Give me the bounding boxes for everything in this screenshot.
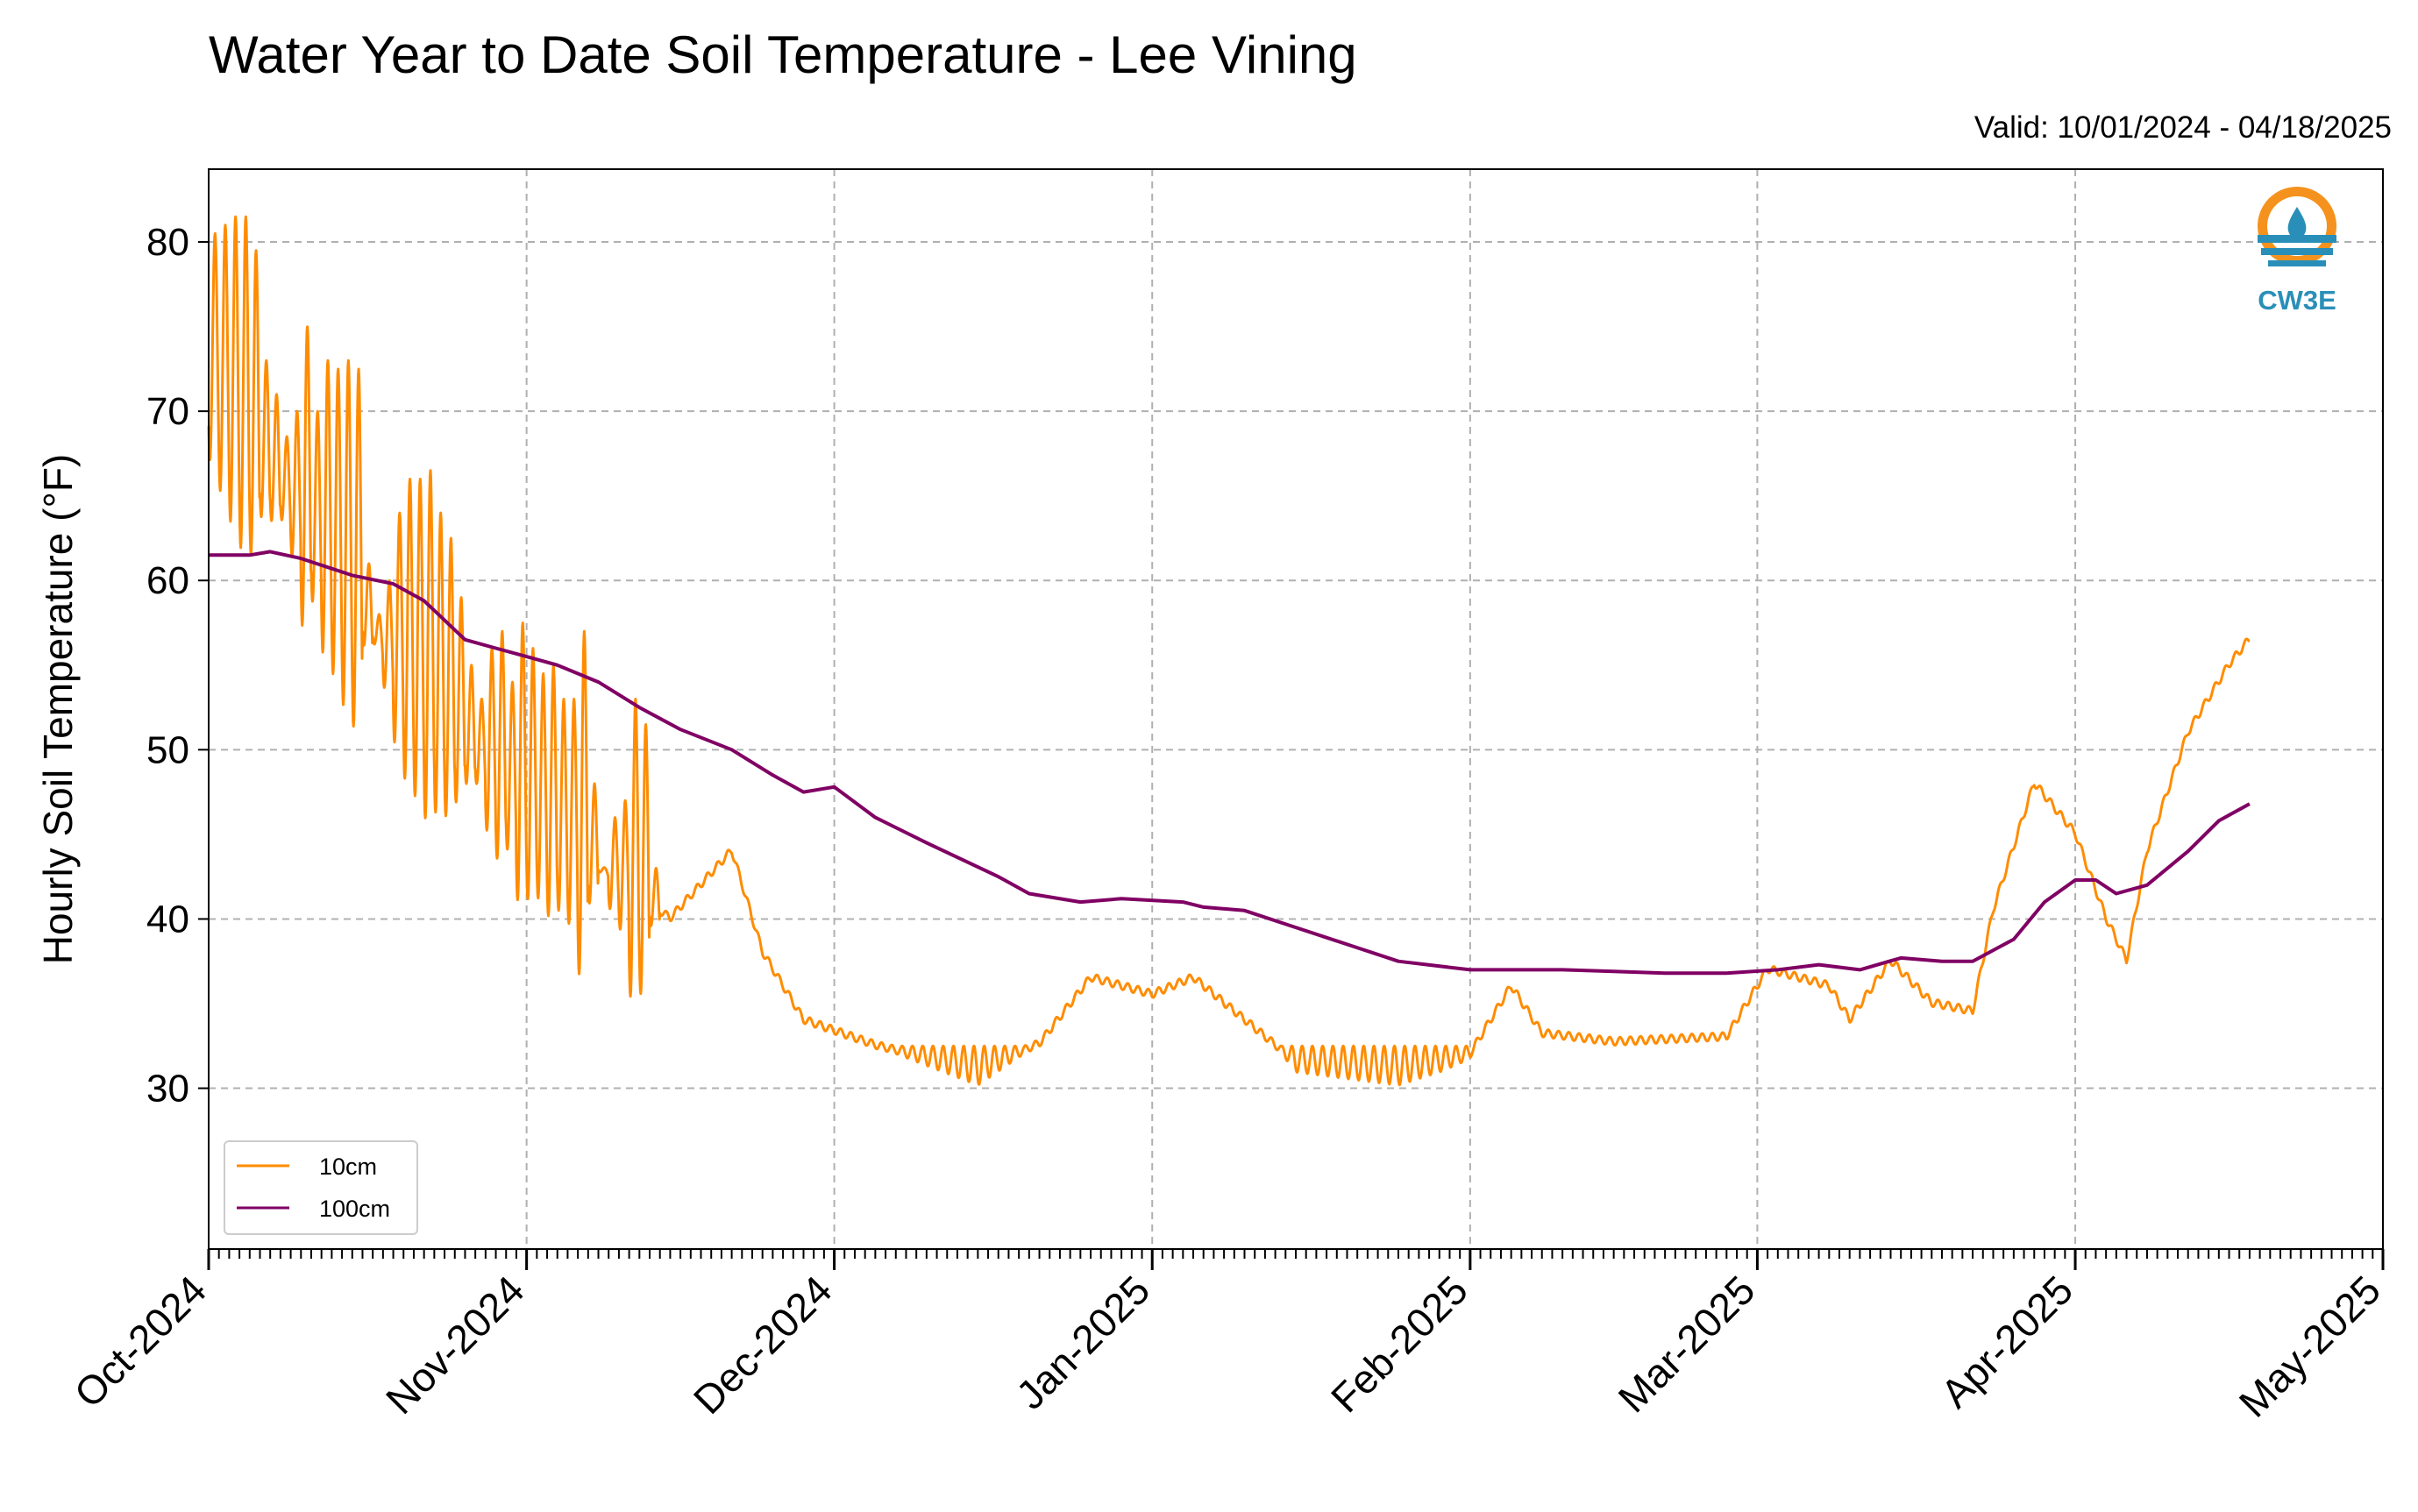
series-lines xyxy=(207,215,2251,1087)
y-tick-label: 70 xyxy=(146,390,189,433)
legend: 10cm 100cm xyxy=(224,1140,418,1235)
valid-date-range: Valid: 10/01/2024 - 04/18/2025 xyxy=(1974,110,2392,145)
legend-label-100cm: 100cm xyxy=(319,1196,390,1222)
y-tick-label: 30 xyxy=(146,1068,189,1111)
x-tick-label: Jan-2025 xyxy=(1007,1267,1158,1417)
axis-ticks: 30 40 50 60 70 80 Oct-2024 Nov-2024 Dec-2024 Jan-… xyxy=(66,221,2390,1426)
x-tick-label: Apr-2025 xyxy=(1932,1267,2082,1416)
grid-lines xyxy=(209,169,2383,1249)
logo-text: CW3E xyxy=(2258,285,2336,316)
x-tick-label: May-2025 xyxy=(2230,1267,2389,1425)
water-drop-sun-icon xyxy=(2258,187,2336,266)
legend-label-10cm: 10cm xyxy=(319,1154,377,1180)
x-tick-label: Feb-2025 xyxy=(1322,1267,1476,1421)
x-tick-label: Mar-2025 xyxy=(1610,1267,1764,1421)
y-tick-label: 40 xyxy=(146,898,189,941)
y-tick-label: 60 xyxy=(146,559,189,602)
chart-title: Water Year to Date Soil Temperature - Le… xyxy=(209,25,1357,84)
x-tick-label: Nov-2024 xyxy=(377,1267,533,1423)
y-tick-label: 50 xyxy=(146,728,189,771)
y-axis-label: Hourly Soil Temperature (°F) xyxy=(35,454,81,965)
series-line-100cm xyxy=(209,550,2251,976)
y-tick-label: 80 xyxy=(146,221,189,264)
x-tick-label: Dec-2024 xyxy=(685,1267,841,1423)
cw3e-logo: CW3E xyxy=(2258,187,2336,316)
y-axis-label-text: Hourly Soil Temperature (°F) xyxy=(35,454,81,965)
x-tick-label: Oct-2024 xyxy=(66,1267,216,1416)
series-line-10cm xyxy=(207,215,2251,1087)
